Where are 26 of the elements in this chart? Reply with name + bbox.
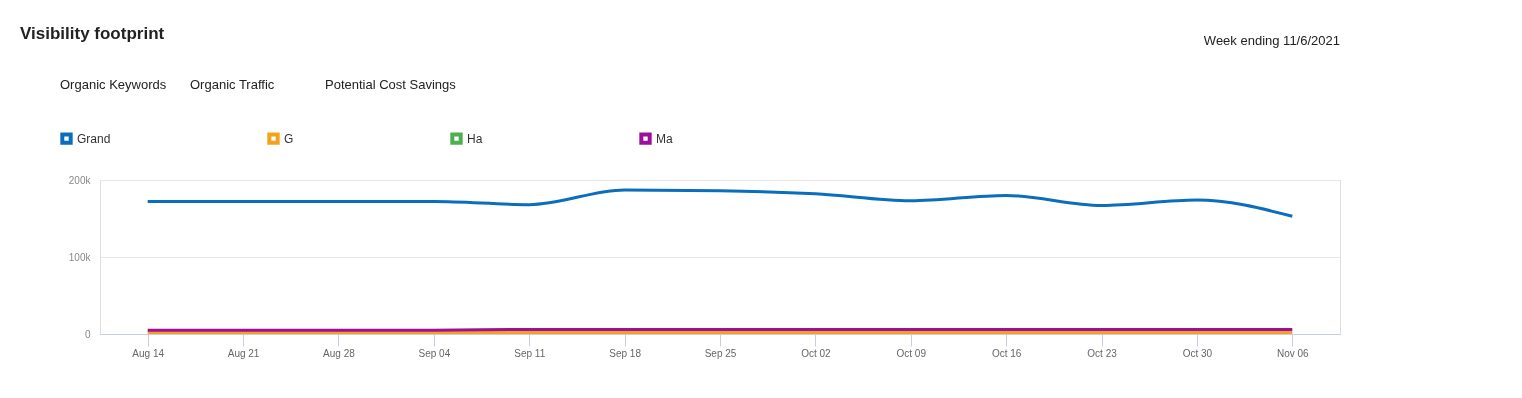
x-tick-label: Sep 25 xyxy=(704,347,737,359)
legend-label: Ma xyxy=(656,131,673,146)
legend-label: G xyxy=(284,131,294,146)
x-tick-label: Oct 09 xyxy=(896,347,927,359)
text: Potential Cost Savings xyxy=(325,77,457,92)
y-tick-label: 100k xyxy=(68,251,92,263)
x-tick-label: Oct 30 xyxy=(1182,347,1213,359)
chart-title: Visibility footprint xyxy=(20,24,165,43)
legend-label: Ha xyxy=(467,131,483,146)
x-tick-label: Sep 11 xyxy=(514,347,546,359)
x-tick-label: Aug 21 xyxy=(227,347,260,359)
x-tick-label: Oct 16 xyxy=(991,347,1022,359)
legend-label: Grand xyxy=(77,131,111,146)
x-tick-label: Oct 23 xyxy=(1087,347,1118,359)
x-tick-label: Aug 28 xyxy=(323,347,356,359)
x-tick-label: Oct 02 xyxy=(801,347,832,359)
y-tick-label: 200k xyxy=(68,174,92,186)
y-tick-label: 0 xyxy=(84,328,91,340)
x-tick-label: Aug 14 xyxy=(132,347,165,359)
x-tick-label: Nov 06 xyxy=(1276,347,1310,359)
line-series xyxy=(146,188,1294,218)
text: Organic Keywords xyxy=(60,77,167,92)
x-tick-label: Sep 04 xyxy=(418,347,451,359)
x-tick-label: Sep 18 xyxy=(609,347,642,359)
text: Week ending 11/6/2021 xyxy=(1203,33,1340,48)
text: Organic Traffic xyxy=(190,77,275,92)
